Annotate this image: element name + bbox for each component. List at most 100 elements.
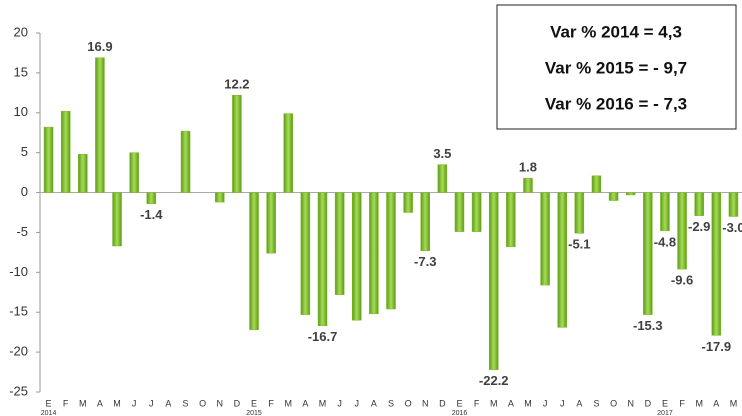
value-label: -1.4 <box>140 207 163 222</box>
y-tick-label: -5 <box>16 224 28 239</box>
bar <box>660 192 670 232</box>
x-tick-label: E <box>662 398 668 408</box>
bar <box>334 192 345 295</box>
bar <box>420 192 430 252</box>
y-tick-label: 15 <box>14 64 28 79</box>
bar <box>112 192 122 247</box>
bar <box>146 192 157 204</box>
x-tick-label: J <box>337 398 342 408</box>
value-label: -3.0 <box>722 220 742 235</box>
bar <box>300 192 311 315</box>
value-label: -16.7 <box>308 329 338 344</box>
bar <box>523 177 533 193</box>
x-tick-label: M <box>79 398 87 408</box>
value-label: -2.9 <box>688 219 710 234</box>
x-tick-label: N <box>422 398 429 408</box>
x-tick-label: M <box>490 398 498 408</box>
bar <box>488 192 499 370</box>
x-tick-label: A <box>508 398 514 408</box>
bar <box>43 126 54 193</box>
x-tick-label: S <box>183 398 189 408</box>
x-tick-label: E <box>251 398 257 408</box>
x-tick-label: O <box>610 398 617 408</box>
x-tick-label: O <box>405 398 412 408</box>
bar <box>249 192 259 331</box>
y-tick-label: -15 <box>9 304 28 319</box>
x-tick-label: M <box>319 398 327 408</box>
bar <box>317 192 328 327</box>
bar <box>266 192 276 254</box>
bar <box>643 192 653 315</box>
y-tick-label: -25 <box>9 383 28 398</box>
bar <box>129 152 139 193</box>
bar <box>180 130 191 193</box>
bar <box>60 110 71 193</box>
x-tick-label: J <box>560 398 565 408</box>
bar <box>711 192 722 336</box>
annotation: Var % 2016 = - 7,3 <box>545 94 687 113</box>
bar <box>403 192 413 213</box>
y-tick-label: -20 <box>9 344 28 359</box>
annotation-box <box>496 4 737 130</box>
annotation: Var % 2015 = - 9,7 <box>545 58 687 77</box>
bar <box>506 192 516 248</box>
value-label: -22.2 <box>479 373 509 388</box>
annotation: Var % 2014 = 4,3 <box>550 22 682 41</box>
x-tick-label: M <box>730 398 738 408</box>
bar <box>78 154 88 193</box>
bar <box>694 192 704 216</box>
x-tick-label: O <box>199 398 206 408</box>
value-label: 3.5 <box>433 146 451 161</box>
y-tick-label: 20 <box>14 24 28 39</box>
bar <box>437 164 448 193</box>
bar <box>283 113 294 193</box>
x-tick-label: M <box>285 398 293 408</box>
y-tick-label: 10 <box>14 104 28 119</box>
y-tick-label: 0 <box>21 184 28 199</box>
bar <box>352 192 362 321</box>
bar <box>608 192 619 201</box>
x-tick-label: M <box>524 398 532 408</box>
x-tick-label: D <box>645 398 652 408</box>
x-tick-label: S <box>388 398 394 408</box>
x-tick-label: N <box>627 398 634 408</box>
x-tick-label: A <box>302 398 308 408</box>
x-tick-label: A <box>576 398 582 408</box>
x-tick-label: D <box>439 398 446 408</box>
bar <box>369 192 379 315</box>
x-tick-label: D <box>234 398 241 408</box>
x-tick-label: F <box>268 398 274 408</box>
year-label: 2016 <box>452 410 468 416</box>
value-label: 16.9 <box>87 39 112 54</box>
x-tick-label: J <box>132 398 137 408</box>
x-tick-label: N <box>217 398 224 408</box>
x-tick-label: A <box>371 398 377 408</box>
bar <box>677 192 687 270</box>
bar <box>574 192 585 234</box>
x-tick-label: A <box>713 398 719 408</box>
x-tick-label: M <box>695 398 703 408</box>
x-tick-label: F <box>63 398 69 408</box>
y-tick-label: 5 <box>21 144 28 159</box>
x-tick-label: J <box>543 398 548 408</box>
value-label: 1.8 <box>519 160 537 175</box>
bar <box>591 175 602 193</box>
value-label: -5.1 <box>568 237 590 252</box>
x-tick-label: E <box>456 398 462 408</box>
x-tick-label: A <box>165 398 171 408</box>
value-label: -4.8 <box>654 234 676 249</box>
value-label: -17.9 <box>701 339 731 354</box>
bar <box>540 192 550 286</box>
value-label: -7.3 <box>414 254 436 269</box>
x-tick-label: J <box>355 398 360 408</box>
x-tick-label: J <box>149 398 154 408</box>
x-tick-label: E <box>46 398 52 408</box>
y-tick-label: -10 <box>9 264 28 279</box>
value-label: 12.2 <box>224 77 249 92</box>
bar <box>728 192 739 217</box>
x-tick-label: A <box>97 398 103 408</box>
value-label: -9.6 <box>671 273 693 288</box>
x-tick-label: S <box>593 398 599 408</box>
value-label: -15.3 <box>633 318 663 333</box>
